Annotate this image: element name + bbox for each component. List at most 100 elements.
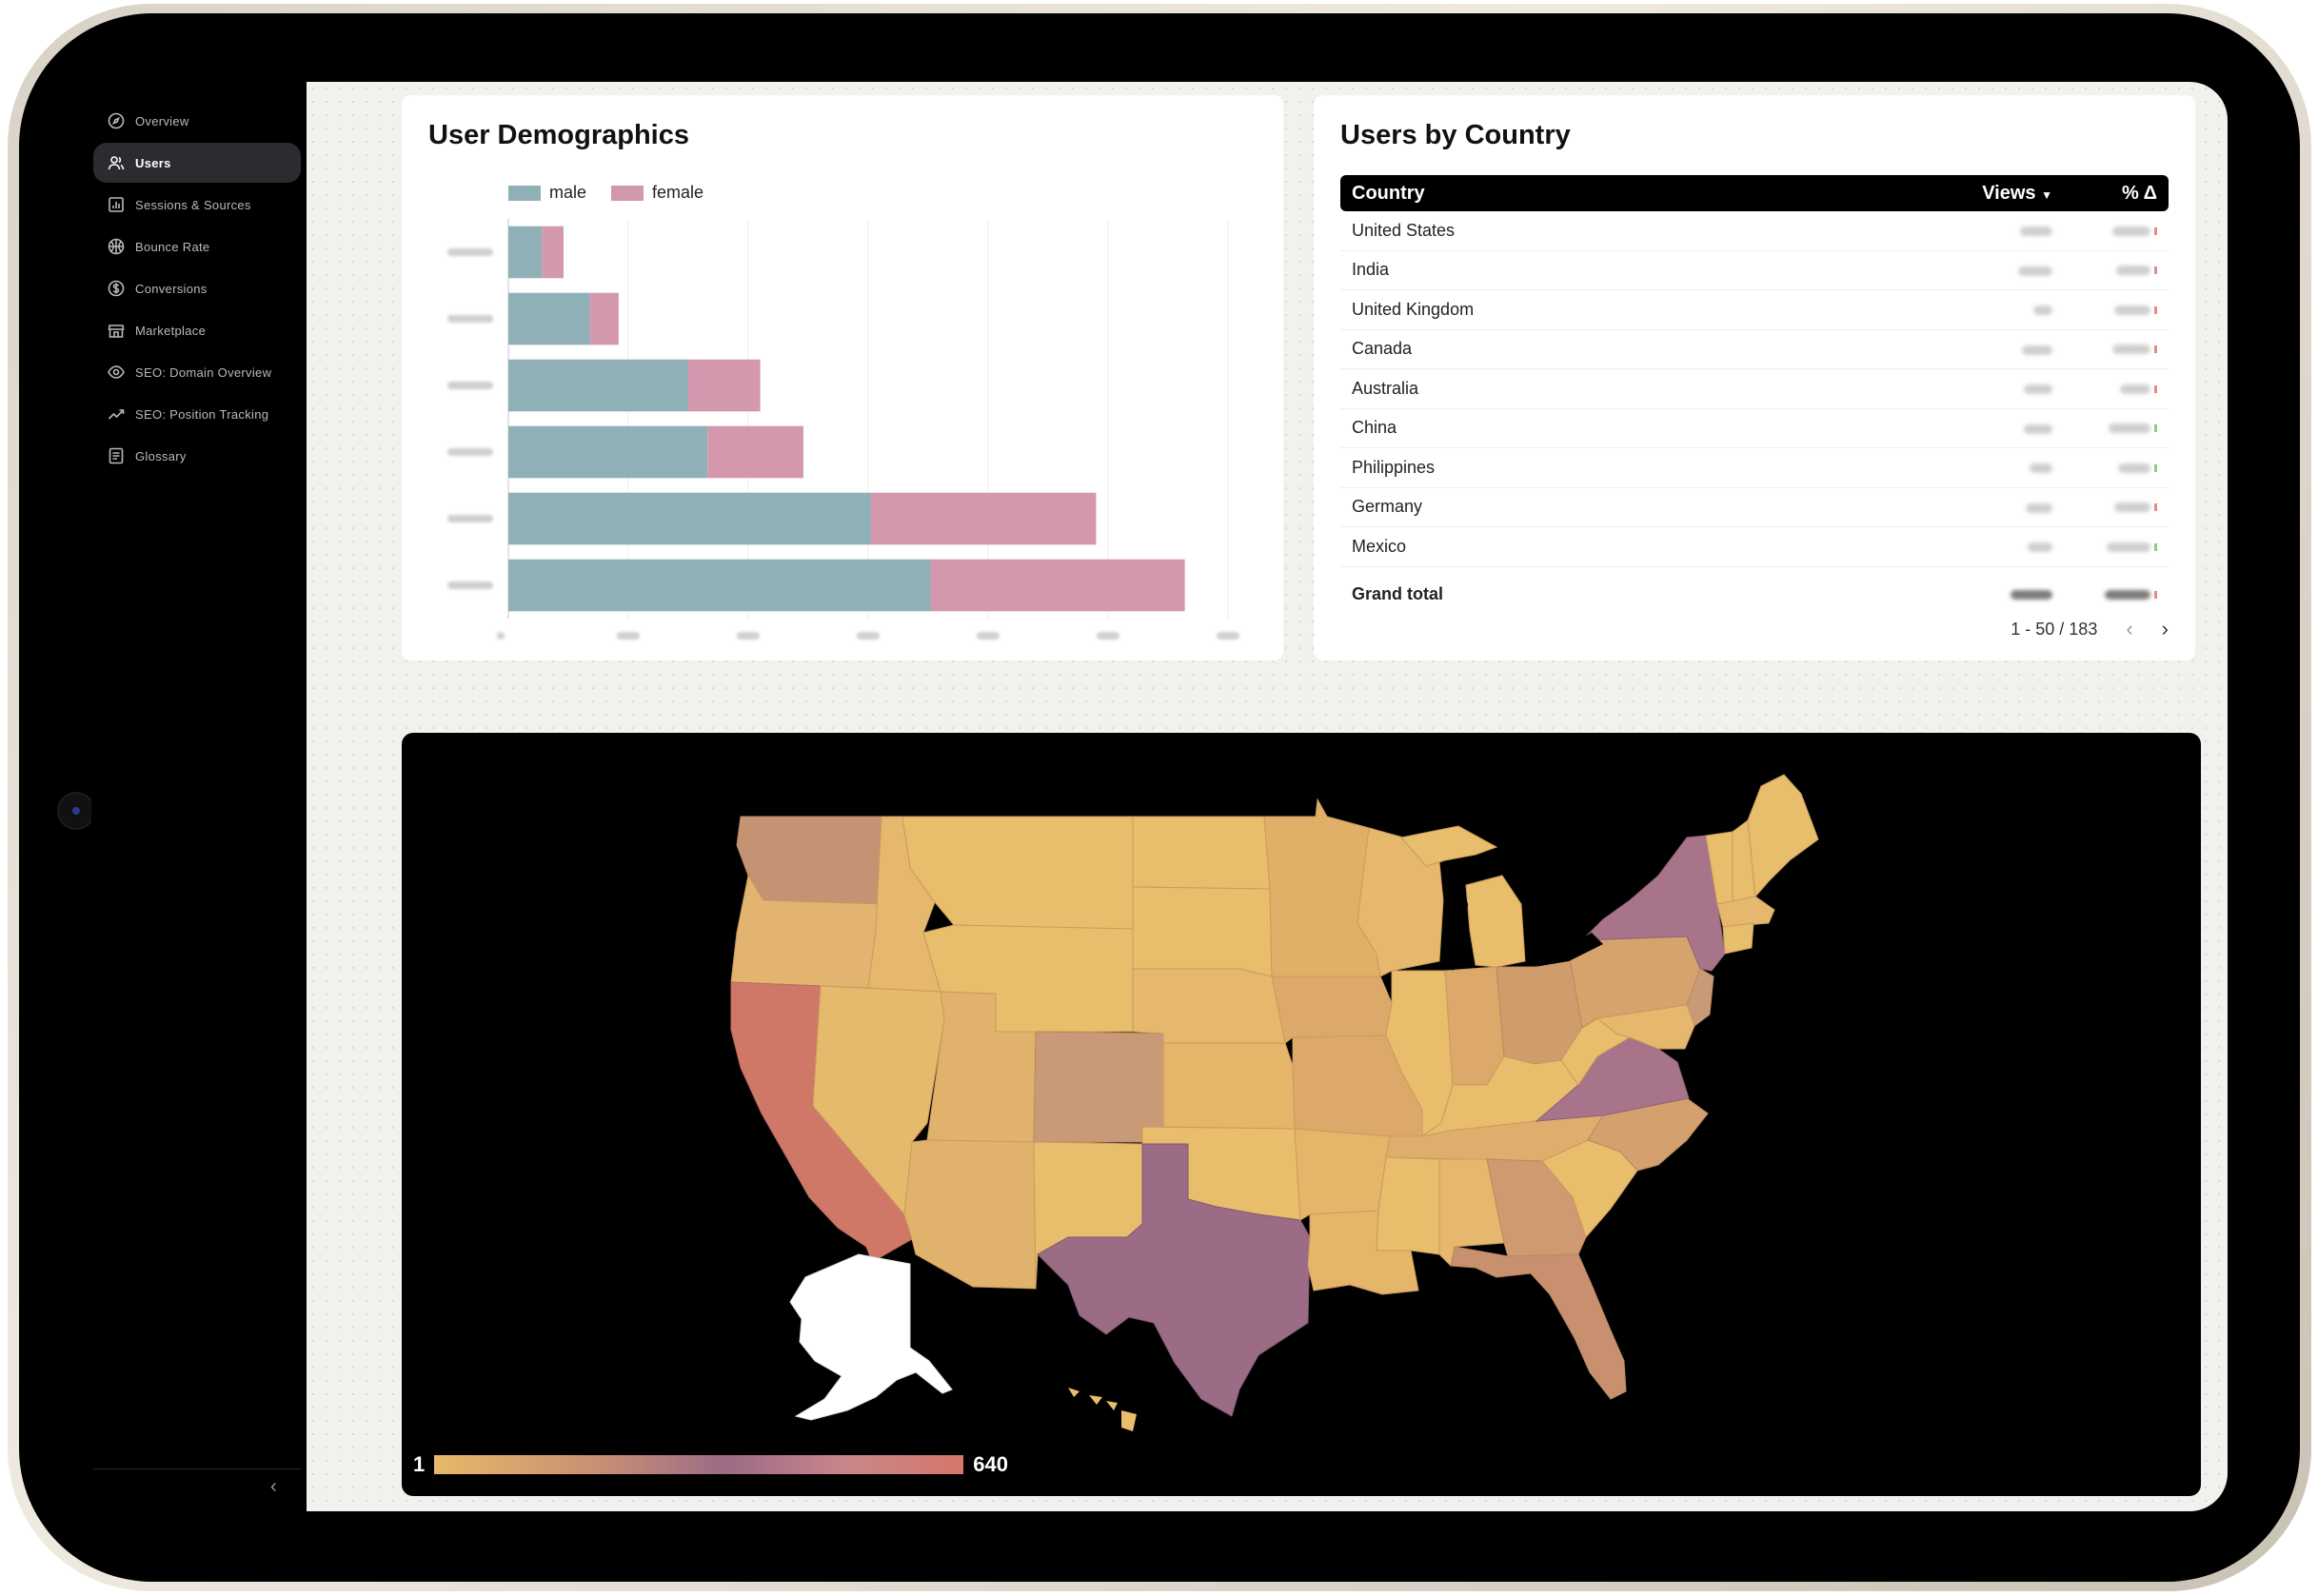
country-table: Country Views ▼ % Δ United States India Un… bbox=[1340, 175, 2169, 614]
sidebar-item-marketplace[interactable]: Marketplace bbox=[93, 310, 301, 350]
bar-female[interactable] bbox=[542, 226, 564, 279]
state-ak bbox=[789, 1253, 953, 1421]
sidebar-nav: Overview Users Sessions & Sources Bounce Ra… bbox=[93, 101, 301, 478]
pct-change-value bbox=[2052, 339, 2157, 359]
state-co bbox=[1033, 1031, 1164, 1143]
legend-label: male bbox=[549, 183, 587, 202]
bar-female[interactable] bbox=[589, 292, 619, 345]
bar-male[interactable] bbox=[508, 226, 543, 279]
us-choropleth-map[interactable] bbox=[402, 733, 2201, 1456]
sidebar-item-sessions-sources[interactable]: Sessions & Sources bbox=[93, 185, 301, 225]
card-title: User Demographics bbox=[428, 120, 689, 150]
sidebar-item-seo-position-tracking[interactable]: SEO: Position Tracking bbox=[93, 394, 301, 434]
trend-indicator bbox=[2154, 305, 2157, 314]
bar-female[interactable] bbox=[707, 425, 803, 479]
sidebar-item-seo-domain-overview[interactable]: SEO: Domain Overview bbox=[93, 352, 301, 392]
pct-change-value bbox=[2052, 260, 2157, 280]
x-tick-label bbox=[1217, 632, 1239, 640]
table-row[interactable]: Canada bbox=[1340, 330, 2169, 369]
pct-change-value bbox=[2052, 458, 2157, 478]
main-content: User Demographics male female Users by C… bbox=[307, 82, 2228, 1511]
views-value bbox=[1938, 339, 2052, 359]
lake-erie bbox=[1535, 933, 1603, 967]
views-value bbox=[1938, 300, 2052, 320]
table-row[interactable]: India bbox=[1340, 251, 2169, 290]
x-tick-label bbox=[857, 632, 880, 640]
sidebar-item-bounce-rate[interactable]: Bounce Rate bbox=[93, 227, 301, 266]
state-ms bbox=[1376, 1156, 1440, 1255]
scale-gradient-bar bbox=[434, 1455, 964, 1474]
sidebar: Overview Users Sessions & Sources Bounce Ra… bbox=[91, 82, 307, 1511]
sidebar-item-conversions[interactable]: Conversions bbox=[93, 268, 301, 308]
card-title: Users by Country bbox=[1340, 120, 1571, 150]
bar-male[interactable] bbox=[508, 559, 931, 612]
grand-total-pct bbox=[2052, 584, 2157, 604]
bar-female[interactable] bbox=[930, 559, 1185, 612]
country-name: Germany bbox=[1352, 497, 1423, 517]
x-tick-label bbox=[617, 632, 640, 640]
prev-page-icon[interactable]: ‹ bbox=[2126, 617, 2133, 640]
users-by-country-card: Users by Country Country Views ▼ % Δ Uni… bbox=[1314, 95, 2195, 660]
sort-down-icon: ▼ bbox=[2041, 187, 2052, 202]
us-map-card: 1 640 bbox=[402, 733, 2201, 1496]
table-row[interactable]: United Kingdom bbox=[1340, 290, 2169, 330]
pagination: 1 - 50 / 183 ‹ › bbox=[2011, 617, 2169, 641]
bar-female[interactable] bbox=[870, 492, 1097, 545]
collapse-sidebar-button[interactable]: ‹ bbox=[270, 1476, 277, 1497]
trend-indicator bbox=[2154, 424, 2157, 433]
state-ar bbox=[1294, 1128, 1391, 1221]
grand-total-row: Grand total bbox=[1340, 575, 2169, 615]
trend-indicator bbox=[2154, 384, 2157, 393]
column-header-pct-change[interactable]: % Δ bbox=[2122, 182, 2157, 204]
state-md bbox=[1595, 1004, 1695, 1050]
dollar-icon bbox=[107, 279, 126, 298]
sidebar-item-overview[interactable]: Overview bbox=[93, 101, 301, 141]
views-value bbox=[1938, 458, 2052, 478]
state-ma bbox=[1716, 896, 1775, 928]
sidebar-item-glossary[interactable]: Glossary bbox=[93, 436, 301, 476]
next-page-icon[interactable]: › bbox=[2161, 617, 2169, 640]
table-row[interactable]: Philippines bbox=[1340, 448, 2169, 488]
sidebar-item-users[interactable]: Users bbox=[93, 143, 301, 183]
dashboard-screen: Overview Users Sessions & Sources Bounce Ra… bbox=[91, 82, 2228, 1511]
legend-item-female: female bbox=[611, 183, 703, 203]
sidebar-item-label: Overview bbox=[135, 113, 189, 128]
table-row[interactable]: United States bbox=[1340, 211, 2169, 251]
x-tick-label bbox=[737, 632, 760, 640]
table-row[interactable]: Australia bbox=[1340, 369, 2169, 409]
country-name: Philippines bbox=[1352, 457, 1436, 477]
trend-indicator bbox=[2154, 266, 2157, 275]
bar-male[interactable] bbox=[508, 359, 688, 412]
bar-male[interactable] bbox=[508, 492, 871, 545]
table-row[interactable]: Germany bbox=[1340, 488, 2169, 527]
state-tx bbox=[1037, 1143, 1311, 1417]
y-category-label bbox=[447, 581, 493, 589]
country-name: China bbox=[1352, 418, 1397, 438]
store-icon bbox=[107, 321, 126, 340]
table-row[interactable]: Mexico bbox=[1340, 527, 2169, 567]
pct-change-value bbox=[2052, 537, 2157, 557]
state-in bbox=[1444, 966, 1505, 1086]
country-name: Australia bbox=[1352, 378, 1419, 398]
table-row[interactable]: China bbox=[1340, 409, 2169, 448]
bar-male[interactable] bbox=[508, 425, 708, 479]
state-ks bbox=[1162, 1042, 1296, 1130]
table-body: United States India United Kingdom Canada Au… bbox=[1340, 211, 2169, 567]
state-mt bbox=[901, 816, 1134, 930]
pagination-range: 1 - 50 / 183 bbox=[2011, 619, 2098, 639]
views-value bbox=[1938, 497, 2052, 517]
scale-max-label: 640 bbox=[973, 1452, 1008, 1476]
column-header-views[interactable]: Views ▼ bbox=[1938, 183, 2052, 205]
state-fl bbox=[1450, 1246, 1627, 1400]
x-tick-label bbox=[497, 632, 505, 640]
user-demographics-card: User Demographics male female bbox=[402, 95, 1283, 660]
views-value bbox=[1938, 221, 2052, 241]
state-mi bbox=[1400, 825, 1526, 968]
sidebar-item-label: Bounce Rate bbox=[135, 239, 210, 254]
y-category-label bbox=[447, 448, 493, 456]
grand-total-views bbox=[1938, 584, 2052, 604]
bar-male[interactable] bbox=[508, 292, 590, 345]
column-header-country[interactable]: Country bbox=[1352, 182, 1425, 204]
y-category-label bbox=[447, 315, 493, 323]
bar-female[interactable] bbox=[688, 359, 761, 412]
